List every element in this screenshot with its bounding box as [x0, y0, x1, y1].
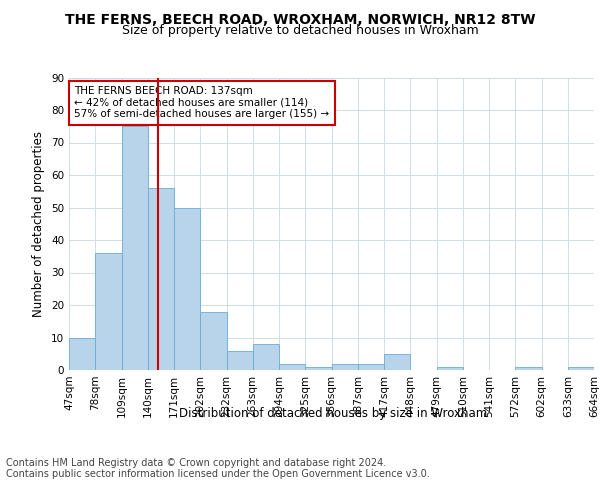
Bar [305, 367, 331, 370]
Bar [384, 354, 410, 370]
Text: THE FERNS BEECH ROAD: 137sqm
← 42% of detached houses are smaller (114)
57% of s: THE FERNS BEECH ROAD: 137sqm ← 42% of de… [74, 86, 329, 120]
Bar [174, 208, 200, 370]
Text: THE FERNS, BEECH ROAD, WROXHAM, NORWICH, NR12 8TW: THE FERNS, BEECH ROAD, WROXHAM, NORWICH,… [65, 12, 535, 26]
Text: Distribution of detached houses by size in Wroxham: Distribution of detached houses by size … [179, 408, 487, 420]
Bar [227, 350, 253, 370]
Bar [568, 367, 594, 370]
Text: Size of property relative to detached houses in Wroxham: Size of property relative to detached ho… [122, 24, 478, 37]
Bar [200, 312, 227, 370]
Bar [148, 188, 174, 370]
Bar [358, 364, 384, 370]
Bar [437, 367, 463, 370]
Text: Contains HM Land Registry data © Crown copyright and database right 2024.
Contai: Contains HM Land Registry data © Crown c… [6, 458, 430, 479]
Bar [253, 344, 279, 370]
Bar [515, 367, 542, 370]
Y-axis label: Number of detached properties: Number of detached properties [32, 130, 46, 317]
Bar [69, 338, 95, 370]
Bar [331, 364, 358, 370]
Bar [121, 126, 148, 370]
Bar [279, 364, 305, 370]
Bar [95, 253, 121, 370]
